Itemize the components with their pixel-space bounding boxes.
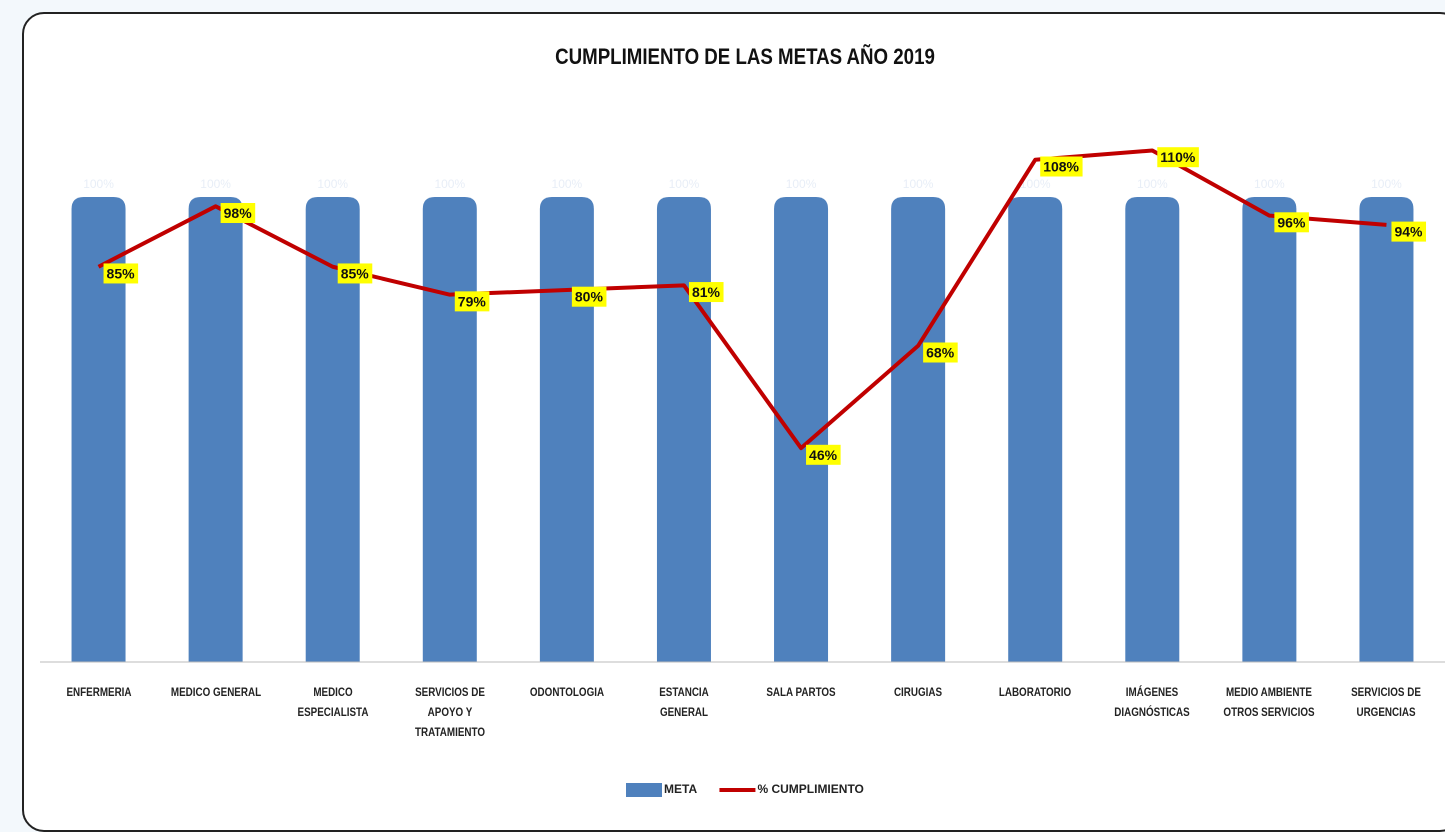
x-tick-label: SERVICIOS DE URGENCIAS: [1351, 685, 1422, 719]
x-tick-label: MEDICO GENERAL: [170, 685, 261, 699]
data-label: 96%: [1274, 212, 1309, 233]
data-label-text: 46%: [809, 447, 838, 463]
x-tick-label: CIRUGIAS: [894, 685, 943, 699]
data-label-text: 85%: [341, 265, 370, 281]
bar: [539, 197, 594, 662]
data-label-text: 96%: [1277, 214, 1306, 230]
data-label-box: [1157, 147, 1199, 168]
bar-value-label: 100%: [1137, 177, 1168, 191]
data-label-box: [688, 282, 724, 303]
data-label: 98%: [220, 203, 256, 224]
bar: [891, 197, 946, 662]
bar: [1125, 197, 1180, 662]
bar-value-label: 100%: [786, 177, 817, 191]
data-label-box: [1391, 221, 1427, 242]
data-label-text: 94%: [1394, 224, 1423, 240]
data-label-text: 68%: [926, 345, 955, 361]
data-label-box: [1040, 156, 1083, 177]
x-tick-label: ODONTOLOGIA: [529, 685, 604, 699]
data-label: 108%: [1040, 156, 1083, 177]
data-label: 110%: [1157, 147, 1199, 168]
data-label-text: 85%: [107, 265, 136, 281]
data-label-box: [806, 444, 841, 465]
data-label: 85%: [337, 263, 373, 284]
bar-value-label: 100%: [83, 177, 114, 191]
chart-frame: [22, 12, 1445, 832]
data-label-box: [1274, 212, 1309, 233]
data-label-text: 110%: [1160, 149, 1196, 165]
bar-value-label: 100%: [434, 177, 465, 191]
page: {"chart_data": { "type": "bar", "title":…: [22, 12, 1445, 832]
bar-value-label: 100%: [903, 177, 934, 191]
data-label: 81%: [688, 282, 724, 303]
x-tick-label: MEDIO AMBIENTE OTROS SERVICIOS: [1223, 685, 1315, 719]
data-label: 68%: [923, 342, 958, 363]
legend-swatch: [626, 783, 662, 797]
legend-label: META: [664, 782, 697, 796]
data-label: 94%: [1391, 221, 1427, 242]
chart-title: CUMPLIMIENTO DE LAS METAS AÑO 2019: [555, 44, 935, 69]
data-label-text: 98%: [224, 205, 253, 221]
bar-value-label: 100%: [1371, 177, 1402, 191]
x-tick-label: ESTANCIA GENERAL: [659, 685, 709, 719]
data-label: 80%: [571, 286, 607, 307]
bar: [1359, 197, 1414, 662]
data-label-box: [337, 263, 373, 284]
bar: [656, 197, 711, 662]
x-tick-label: MEDICO ESPECIALISTA: [297, 685, 369, 719]
bar-value-label: 100%: [669, 177, 700, 191]
data-label-box: [571, 286, 607, 307]
data-label: 46%: [806, 444, 841, 465]
x-tick-label: IMÁGENES DIAGNÓSTICAS: [1114, 685, 1191, 719]
data-label: 79%: [454, 291, 490, 312]
data-label-text: 108%: [1043, 159, 1079, 175]
legend-label: % CUMPLIMIENTO: [757, 782, 863, 796]
data-label: 85%: [103, 263, 139, 284]
x-tick-label: LABORATORIO: [999, 685, 1072, 699]
bar: [188, 197, 243, 662]
line: [97, 148, 1387, 451]
bar: [1008, 197, 1063, 662]
bar: [422, 197, 477, 662]
chart: CUMPLIMIENTO DE LAS METAS AÑO 2019 100% 1…: [40, 44, 1445, 797]
bar: [1242, 197, 1297, 662]
bar-value-label: 100%: [317, 177, 348, 191]
data-label-text: 80%: [575, 289, 604, 305]
data-label-box: [103, 263, 139, 284]
data-label-text: 79%: [458, 293, 487, 309]
bar: [774, 197, 829, 662]
x-tick-label: SERVICIOS DE APOYO Y TRATAMIENTO: [414, 685, 485, 739]
data-label-box: [923, 342, 958, 363]
bar-value-label: 100%: [1254, 177, 1285, 191]
x-tick-label: ENFERMERIA: [66, 685, 132, 699]
bar-value-label: 100%: [552, 177, 583, 191]
bar-value-label: 100%: [200, 177, 231, 191]
bar: [71, 197, 126, 662]
data-label-box: [454, 291, 490, 312]
data-label-box: [220, 203, 256, 224]
data-label-text: 81%: [692, 284, 721, 300]
x-tick-label: SALA PARTOS: [766, 685, 836, 699]
bar: [305, 197, 360, 662]
bar-value-label: 100%: [1020, 177, 1051, 191]
